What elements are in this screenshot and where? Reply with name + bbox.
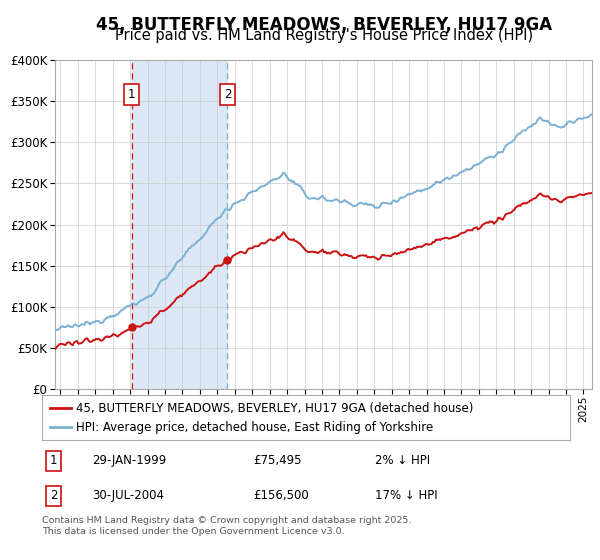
Text: 1: 1: [50, 454, 58, 468]
Text: Contains HM Land Registry data © Crown copyright and database right 2025.
This d: Contains HM Land Registry data © Crown c…: [42, 516, 412, 536]
Text: 2: 2: [50, 489, 58, 502]
Text: HPI: Average price, detached house, East Riding of Yorkshire: HPI: Average price, detached house, East…: [76, 421, 434, 433]
Text: 45, BUTTERFLY MEADOWS, BEVERLEY, HU17 9GA (detached house): 45, BUTTERFLY MEADOWS, BEVERLEY, HU17 9G…: [76, 402, 473, 415]
Bar: [131, 60, 227, 389]
Text: 29-JAN-1999: 29-JAN-1999: [92, 454, 166, 468]
Text: 2% ↓ HPI: 2% ↓ HPI: [374, 454, 430, 468]
Text: 45, BUTTERFLY MEADOWS, BEVERLEY, HU17 9GA: 45, BUTTERFLY MEADOWS, BEVERLEY, HU17 9G…: [96, 16, 552, 34]
Text: £75,495: £75,495: [253, 454, 302, 468]
Text: 2: 2: [224, 88, 231, 101]
Text: Price paid vs. HM Land Registry's House Price Index (HPI): Price paid vs. HM Land Registry's House …: [115, 28, 533, 43]
Text: £156,500: £156,500: [253, 489, 309, 502]
Text: 1: 1: [128, 88, 136, 101]
Text: 30-JUL-2004: 30-JUL-2004: [92, 489, 164, 502]
Text: 17% ↓ HPI: 17% ↓ HPI: [374, 489, 437, 502]
